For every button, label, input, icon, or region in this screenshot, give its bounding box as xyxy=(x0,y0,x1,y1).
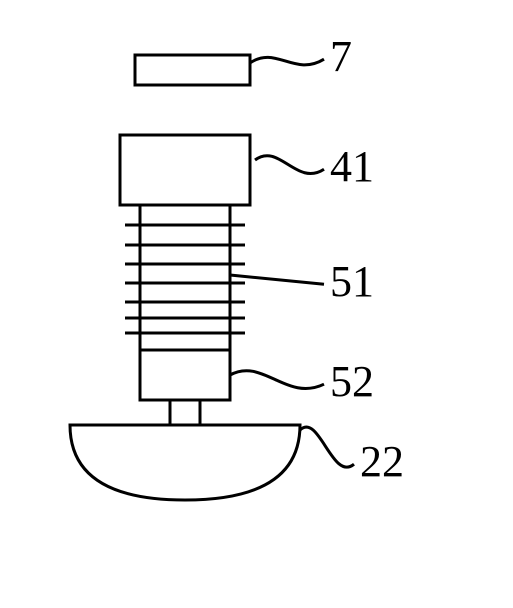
part-dome xyxy=(70,425,300,500)
leader-22 xyxy=(300,427,354,467)
leader-7 xyxy=(250,57,324,65)
part-neck xyxy=(170,400,200,425)
part-block-41 xyxy=(120,135,250,205)
label-52: 52 xyxy=(330,360,374,404)
label-7: 7 xyxy=(330,35,352,79)
leader-52 xyxy=(230,371,324,389)
label-22: 22 xyxy=(360,440,404,484)
part-top-bar xyxy=(135,55,250,85)
part-center-stem xyxy=(140,205,230,350)
part-block-52 xyxy=(140,350,230,400)
label-51: 51 xyxy=(330,260,374,304)
leader-41 xyxy=(255,156,324,174)
label-41: 41 xyxy=(330,145,374,189)
